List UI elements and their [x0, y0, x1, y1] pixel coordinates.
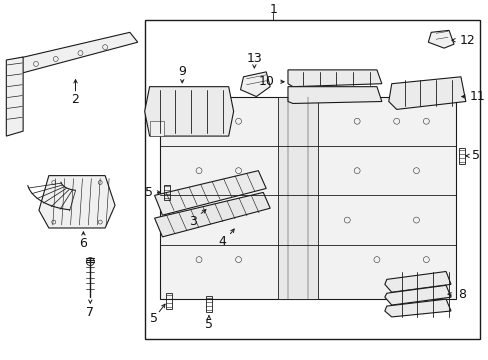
Text: 10: 10 [258, 75, 274, 88]
Polygon shape [384, 285, 450, 305]
Bar [458, 148, 464, 164]
Text: 2: 2 [71, 93, 79, 106]
Polygon shape [388, 77, 465, 109]
Polygon shape [154, 192, 270, 237]
Polygon shape [240, 72, 270, 96]
Bar [205, 296, 211, 312]
Text: 5: 5 [204, 318, 212, 331]
Polygon shape [384, 299, 450, 317]
Text: 4: 4 [218, 235, 226, 248]
Polygon shape [39, 176, 115, 228]
Text: 3: 3 [189, 215, 197, 228]
Text: 5: 5 [144, 186, 152, 199]
Text: 8: 8 [457, 288, 465, 301]
Polygon shape [11, 32, 138, 74]
Polygon shape [144, 87, 233, 136]
Polygon shape [427, 30, 453, 48]
Polygon shape [154, 171, 265, 215]
Polygon shape [159, 96, 455, 299]
Text: 9: 9 [178, 66, 186, 78]
Polygon shape [6, 57, 23, 136]
Polygon shape [287, 70, 381, 87]
Bar [166, 293, 172, 309]
Text: 1: 1 [269, 3, 277, 16]
Text: 7: 7 [86, 306, 94, 319]
Text: 5: 5 [149, 312, 157, 325]
Text: 11: 11 [469, 90, 485, 103]
Text: 12: 12 [459, 34, 475, 47]
Polygon shape [287, 87, 381, 103]
Bar [164, 185, 170, 200]
Text: 5: 5 [471, 149, 479, 162]
Polygon shape [149, 121, 164, 136]
Polygon shape [278, 96, 317, 299]
Polygon shape [384, 271, 450, 292]
Text: 13: 13 [246, 51, 262, 64]
Text: 6: 6 [80, 237, 87, 250]
